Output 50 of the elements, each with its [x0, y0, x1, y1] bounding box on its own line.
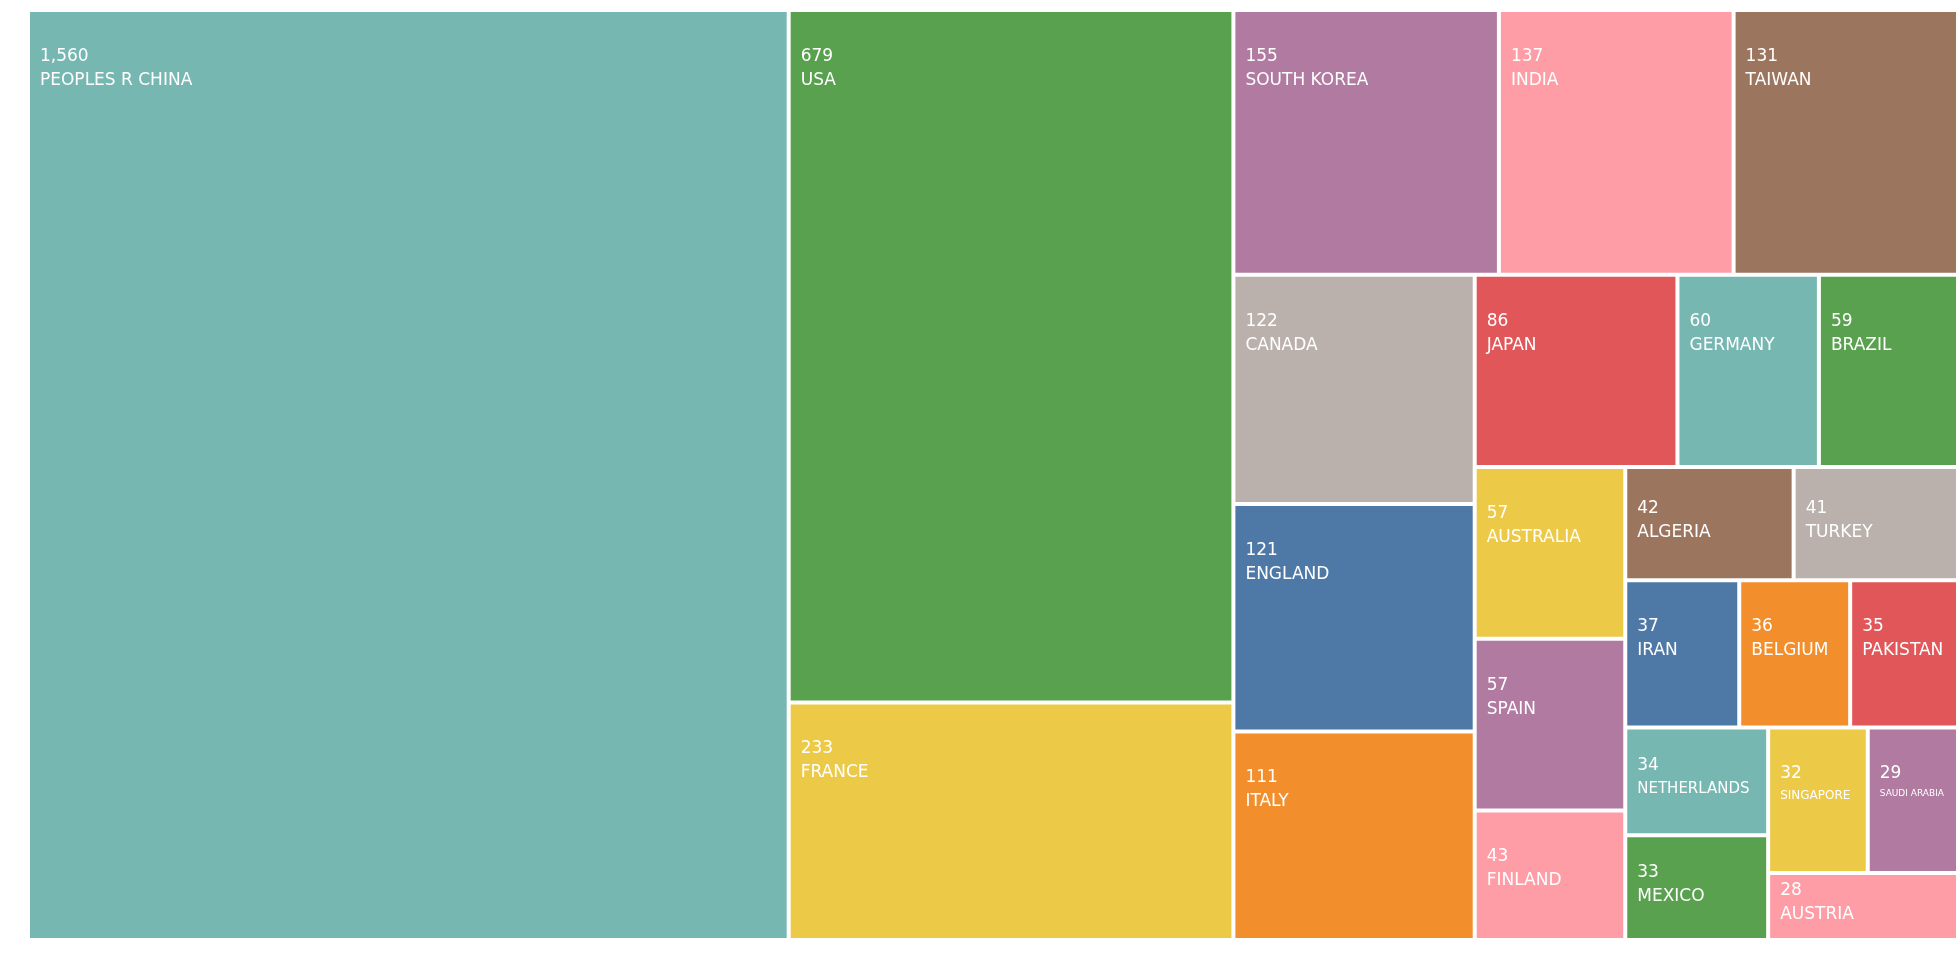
data-label: 60	[1689, 309, 1712, 330]
category-label: INDIA	[1510, 68, 1559, 89]
data-label: 137	[1510, 44, 1544, 65]
category-label: FRANCE	[800, 761, 869, 782]
data-label: 233	[800, 737, 834, 758]
category-label: JAPAN	[1485, 333, 1537, 354]
data-label: 121	[1245, 538, 1278, 559]
data-label: 29	[1879, 762, 1902, 783]
data-label: 59	[1830, 309, 1853, 330]
data-label: 35	[1862, 615, 1884, 636]
category-label: GERMANY	[1689, 333, 1776, 354]
data-label: 86	[1486, 309, 1509, 330]
data-label: 1,560	[40, 44, 89, 65]
category-label: BRAZIL	[1830, 333, 1892, 354]
category-label: PAKISTAN	[1862, 639, 1944, 660]
category-label: TAIWAN	[1744, 68, 1812, 89]
category-label: SOUTH KOREA	[1245, 68, 1369, 89]
data-label: 43	[1486, 845, 1509, 866]
category-label: CANADA	[1245, 333, 1319, 354]
data-label: 41	[1805, 496, 1828, 517]
category-label: AUSTRALIA	[1486, 526, 1582, 547]
category-label: ALGERIA	[1637, 520, 1712, 541]
data-label: 111	[1245, 766, 1278, 787]
category-label: USA	[800, 68, 837, 89]
data-label: 57	[1486, 673, 1509, 694]
data-label: 32	[1780, 762, 1802, 783]
data-label: 37	[1637, 615, 1659, 636]
category-label: FINLAND	[1486, 869, 1562, 890]
data-label: 57	[1486, 502, 1509, 523]
data-label: 33	[1637, 860, 1659, 881]
category-label: TURKEY	[1804, 520, 1874, 541]
data-label: 42	[1637, 496, 1659, 517]
data-label: 34	[1637, 754, 1659, 775]
data-label: 36	[1751, 615, 1773, 636]
data-label: 28	[1780, 879, 1802, 900]
category-label: ITALY	[1245, 790, 1290, 811]
category-label: BELGIUM	[1751, 639, 1829, 660]
category-label: IRAN	[1637, 639, 1678, 660]
category-label: NETHERLANDS	[1637, 778, 1750, 797]
category-label: AUSTRIA	[1780, 903, 1855, 924]
category-label: SAUDI ARABIA	[1879, 788, 1945, 799]
data-label: 131	[1745, 44, 1779, 65]
category-label: PEOPLES R CHINA	[40, 68, 193, 89]
category-label: SINGAPORE	[1780, 787, 1851, 802]
category-label: SPAIN	[1486, 697, 1537, 718]
category-label: MEXICO	[1637, 884, 1705, 905]
data-label: 679	[800, 44, 834, 65]
category-label: ENGLAND	[1245, 562, 1330, 583]
data-label: 155	[1245, 44, 1278, 65]
data-label: 122	[1245, 309, 1278, 330]
